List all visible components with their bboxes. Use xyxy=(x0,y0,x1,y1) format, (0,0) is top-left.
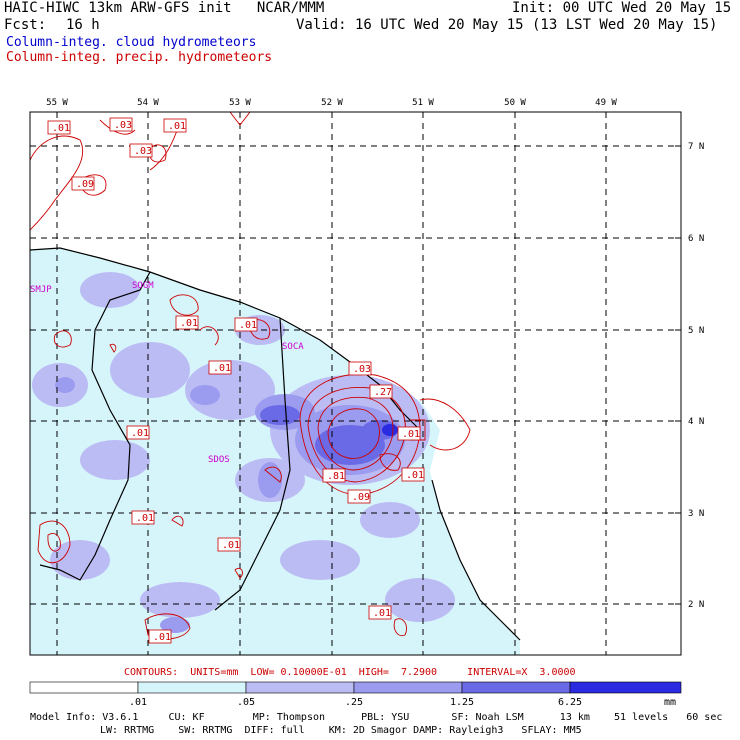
lat-label: 3 N xyxy=(688,509,704,519)
lon-label: 52 W xyxy=(321,98,343,108)
precip-label: .01 xyxy=(217,537,241,552)
precip-label: .01 xyxy=(47,120,71,135)
svg-text:.01: .01 xyxy=(52,123,70,134)
svg-text:.01: .01 xyxy=(136,513,154,524)
lon-label: 55 W xyxy=(46,98,68,108)
latitude-labels: 7 N 6 N 5 N 4 N 3 N 2 N xyxy=(688,142,704,610)
cloud-field-label: Column-integ. cloud hydrometeors xyxy=(6,35,257,50)
station-label: SMJP xyxy=(30,285,52,295)
forecast-label: Fcst: xyxy=(4,17,47,33)
precip-label: .01 xyxy=(148,629,172,644)
svg-text:.03: .03 xyxy=(134,146,152,157)
graticule xyxy=(30,112,681,655)
contours-info: CONTOURS: UNITS=mm LOW= 0.10000E-01 HIGH… xyxy=(124,667,576,678)
precip-label: .01 xyxy=(208,360,232,375)
precip-label: .01 xyxy=(175,315,199,330)
svg-text:.09: .09 xyxy=(352,492,370,503)
lat-label: 7 N xyxy=(688,142,704,152)
lat-label: 6 N xyxy=(688,234,704,244)
precip-label: .81 xyxy=(322,468,346,483)
model-info-line-2: LW: RRTMG SW: RRTMG DIFF: full KM: 2D Sm… xyxy=(100,725,582,736)
svg-text:.81: .81 xyxy=(327,471,345,482)
svg-text:.09: .09 xyxy=(76,179,94,190)
model-title: HAIC-HIWC 13km ARW-GFS init NCAR/MMM xyxy=(4,0,325,16)
svg-text:.01: .01 xyxy=(239,320,257,331)
colorbar-segment xyxy=(29,681,139,694)
svg-text:.01: .01 xyxy=(402,429,420,440)
precip-label: .09 xyxy=(347,489,371,504)
colorbar-tick: 6.25 xyxy=(558,697,582,708)
lon-label: 51 W xyxy=(412,98,434,108)
colorbar-tick: 1.25 xyxy=(450,697,474,708)
svg-text:.01: .01 xyxy=(131,428,149,439)
svg-text:.01: .01 xyxy=(213,363,231,374)
top-ticks xyxy=(56,112,681,605)
svg-text:.01: .01 xyxy=(406,470,424,481)
precip-label: .01 xyxy=(401,467,425,482)
map-border xyxy=(29,111,682,656)
lon-label: 53 W xyxy=(229,98,251,108)
init-time: Init: 00 UTC Wed 20 May 15 xyxy=(512,0,732,16)
colorbar-tick: .01 xyxy=(129,697,147,708)
forecast-hour: 16 h xyxy=(66,17,100,33)
lon-label: 54 W xyxy=(137,98,159,108)
svg-text:.01: .01 xyxy=(153,632,171,643)
precip-label: .01 xyxy=(397,426,421,441)
svg-text:.03: .03 xyxy=(353,364,371,375)
colorbar-tick: .25 xyxy=(345,697,363,708)
lat-label: 2 N xyxy=(688,600,704,610)
valid-time: Valid: 16 UTC Wed 20 May 15 (13 LST Wed … xyxy=(296,17,718,33)
precip-label: .03 xyxy=(109,117,133,132)
precip-label: .27 xyxy=(369,384,393,399)
precip-label: .09 xyxy=(71,176,95,191)
precip-label: .01 xyxy=(163,118,187,133)
precip-label: .01 xyxy=(234,317,258,332)
colorbar-segment xyxy=(353,681,463,694)
svg-text:.01: .01 xyxy=(180,318,198,329)
precip-label: .03 xyxy=(348,361,372,376)
station-label: SOGM xyxy=(132,281,154,291)
longitude-labels: 55 W 54 W 53 W 52 W 51 W 50 W 49 W xyxy=(46,98,617,108)
colorbar-tick: .05 xyxy=(237,697,255,708)
lon-label: 50 W xyxy=(504,98,526,108)
colorbar-segment xyxy=(245,681,355,694)
colorbar: .01 .05 .25 1.25 6.25 mm xyxy=(29,681,682,708)
precip-label: .01 xyxy=(368,605,392,620)
colorbar-segment xyxy=(137,681,247,694)
precip-label: .03 xyxy=(129,143,153,158)
svg-text:.01: .01 xyxy=(222,540,240,551)
colorbar-segment xyxy=(461,681,571,694)
cloud-fill-max xyxy=(382,424,398,436)
station-label: SDOS xyxy=(208,455,230,465)
station-label: SOCA xyxy=(282,342,304,352)
lat-label: 4 N xyxy=(688,417,704,427)
colorbar-segment xyxy=(569,681,682,694)
svg-text:.03: .03 xyxy=(114,120,132,131)
map-fields: .01 .03 .01 .03 .09 .01 .01 .01 .03 .27 … xyxy=(30,112,681,655)
model-info-line-1: Model Info: V3.6.1 CU: KF MP: Thompson P… xyxy=(30,712,723,723)
precip-label: .01 xyxy=(126,425,150,440)
lon-label: 49 W xyxy=(595,98,617,108)
colorbar-unit: mm xyxy=(664,697,676,708)
svg-text:.27: .27 xyxy=(374,387,392,398)
precip-field-label: Column-integ. precip. hydrometeors xyxy=(6,50,273,65)
station-labels: SMJP SOGM SOCA SDOS xyxy=(30,281,304,465)
lat-label: 5 N xyxy=(688,326,704,336)
svg-text:.01: .01 xyxy=(373,608,391,619)
precip-label-group: .01 .03 .01 .03 .09 .01 .01 .01 .03 .27 … xyxy=(47,117,425,644)
precip-label: .01 xyxy=(131,510,155,525)
svg-text:.01: .01 xyxy=(168,121,186,132)
